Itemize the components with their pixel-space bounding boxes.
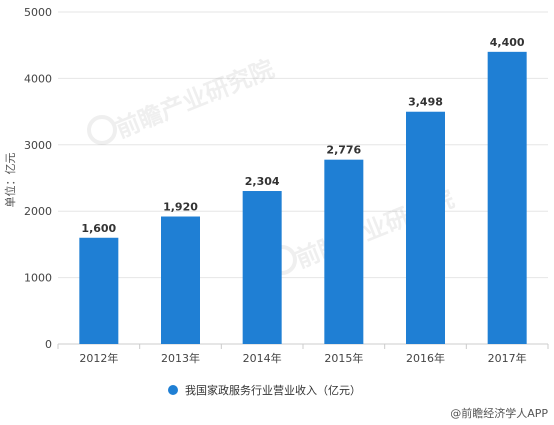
bar (487, 51, 527, 345)
y-tick-label: 0 (45, 338, 52, 351)
bar (161, 216, 200, 344)
y-tick-label: 4000 (24, 72, 52, 85)
watermark-text: 前瞻产业研究院 (112, 55, 278, 144)
data-labels: 1,600 1,920 2,304 2,776 3,498 4,400 (81, 36, 524, 235)
y-tick-label: 3000 (24, 139, 52, 152)
x-tick-label: 2015年 (324, 351, 363, 365)
x-tick-label: 2014年 (243, 351, 282, 365)
data-label: 1,920 (163, 201, 198, 214)
data-label: 2,304 (245, 175, 280, 188)
gridlines (58, 11, 548, 345)
bars (79, 51, 527, 345)
x-axis: 2012年 2013年 2014年 2015年 2016年 2017年 (57, 344, 549, 365)
y-tick-label: 2000 (24, 205, 52, 218)
data-label: 1,600 (81, 222, 116, 235)
x-tick-label: 2016年 (406, 351, 445, 365)
y-axis-title: 单位：亿元 (3, 153, 17, 208)
x-tick-label: 2017年 (488, 351, 527, 365)
watermark-logo-icon (87, 115, 117, 145)
legend-marker (168, 385, 178, 395)
source-caption: @前瞻经济学人APP (450, 407, 548, 420)
bar (406, 111, 445, 344)
data-label: 3,498 (408, 96, 443, 109)
bar (242, 191, 282, 344)
x-tick-label: 2012年 (79, 351, 118, 365)
data-label: 2,776 (326, 144, 361, 157)
x-tick-label: 2013年 (161, 351, 200, 365)
bar (79, 237, 119, 344)
y-axis: 0 1000 2000 3000 4000 5000 (24, 6, 52, 351)
data-label: 4,400 (490, 36, 525, 49)
legend-label: 我国家政服务行业营业收入（亿元） (185, 383, 361, 397)
bar (324, 159, 364, 344)
y-tick-label: 5000 (24, 6, 52, 19)
legend: 我国家政服务行业营业收入（亿元） (168, 383, 361, 397)
y-tick-label: 1000 (24, 272, 52, 285)
